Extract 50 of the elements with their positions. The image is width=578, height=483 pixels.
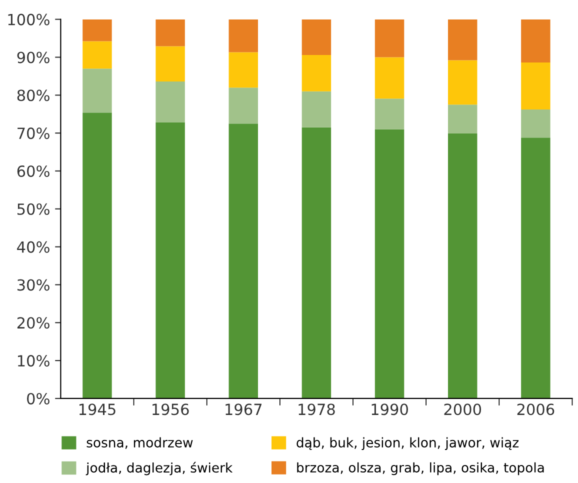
legend-label: sosna, modrzew xyxy=(86,437,193,449)
y-tick-label: 100% xyxy=(8,14,50,26)
x-tick-label: 2006 xyxy=(517,404,554,416)
legend-label: dąb, buk, jesion, klon, jawor, wiąz xyxy=(296,437,519,450)
bar xyxy=(302,19,332,55)
y-tick-label: 80% xyxy=(17,90,50,102)
x-tick-label: 1990 xyxy=(372,404,408,416)
x-tick-label: 2000 xyxy=(444,404,482,416)
y-tick-label: 20% xyxy=(17,317,50,329)
y-tick-label: 40% xyxy=(17,241,50,253)
x-tick-label: 1967 xyxy=(226,404,262,416)
bar xyxy=(521,19,550,63)
y-tick-label: 30% xyxy=(17,279,50,291)
legend-label: brzoza, olsza, grab, lipa, osika, topola xyxy=(297,462,544,476)
bar xyxy=(448,60,478,105)
bar xyxy=(521,110,550,138)
bar xyxy=(156,46,185,82)
y-tick-label: 70% xyxy=(18,128,50,140)
x-tick-label: 1945 xyxy=(79,404,116,416)
bar xyxy=(521,62,550,110)
bar xyxy=(374,57,404,99)
bar xyxy=(228,88,258,124)
y-tick-label: 50% xyxy=(17,203,50,215)
bar xyxy=(156,19,185,46)
bar xyxy=(302,127,332,398)
bar xyxy=(82,68,112,113)
x-tick-label: 1956 xyxy=(152,404,189,416)
bar xyxy=(302,54,332,92)
bar xyxy=(448,104,478,134)
legend-label: jodła, daglezja, świerk xyxy=(86,462,233,476)
bar xyxy=(156,82,185,122)
bar xyxy=(228,52,258,88)
bar xyxy=(521,138,550,398)
x-tick-label: 1978 xyxy=(298,404,335,416)
bar xyxy=(82,19,112,42)
bar xyxy=(448,19,478,60)
bar xyxy=(156,122,185,398)
bar xyxy=(448,133,478,398)
bar xyxy=(374,129,404,398)
y-tick-label: 10% xyxy=(18,355,50,367)
y-tick-label: 0% xyxy=(27,392,50,404)
y-tick-label: 60% xyxy=(17,165,50,178)
bar xyxy=(82,112,112,398)
bar xyxy=(228,124,258,398)
bar xyxy=(374,98,404,130)
bar xyxy=(82,41,112,69)
y-tick-label: 90% xyxy=(17,52,50,64)
bar xyxy=(374,19,404,58)
bar xyxy=(302,91,332,128)
bar xyxy=(228,19,258,52)
